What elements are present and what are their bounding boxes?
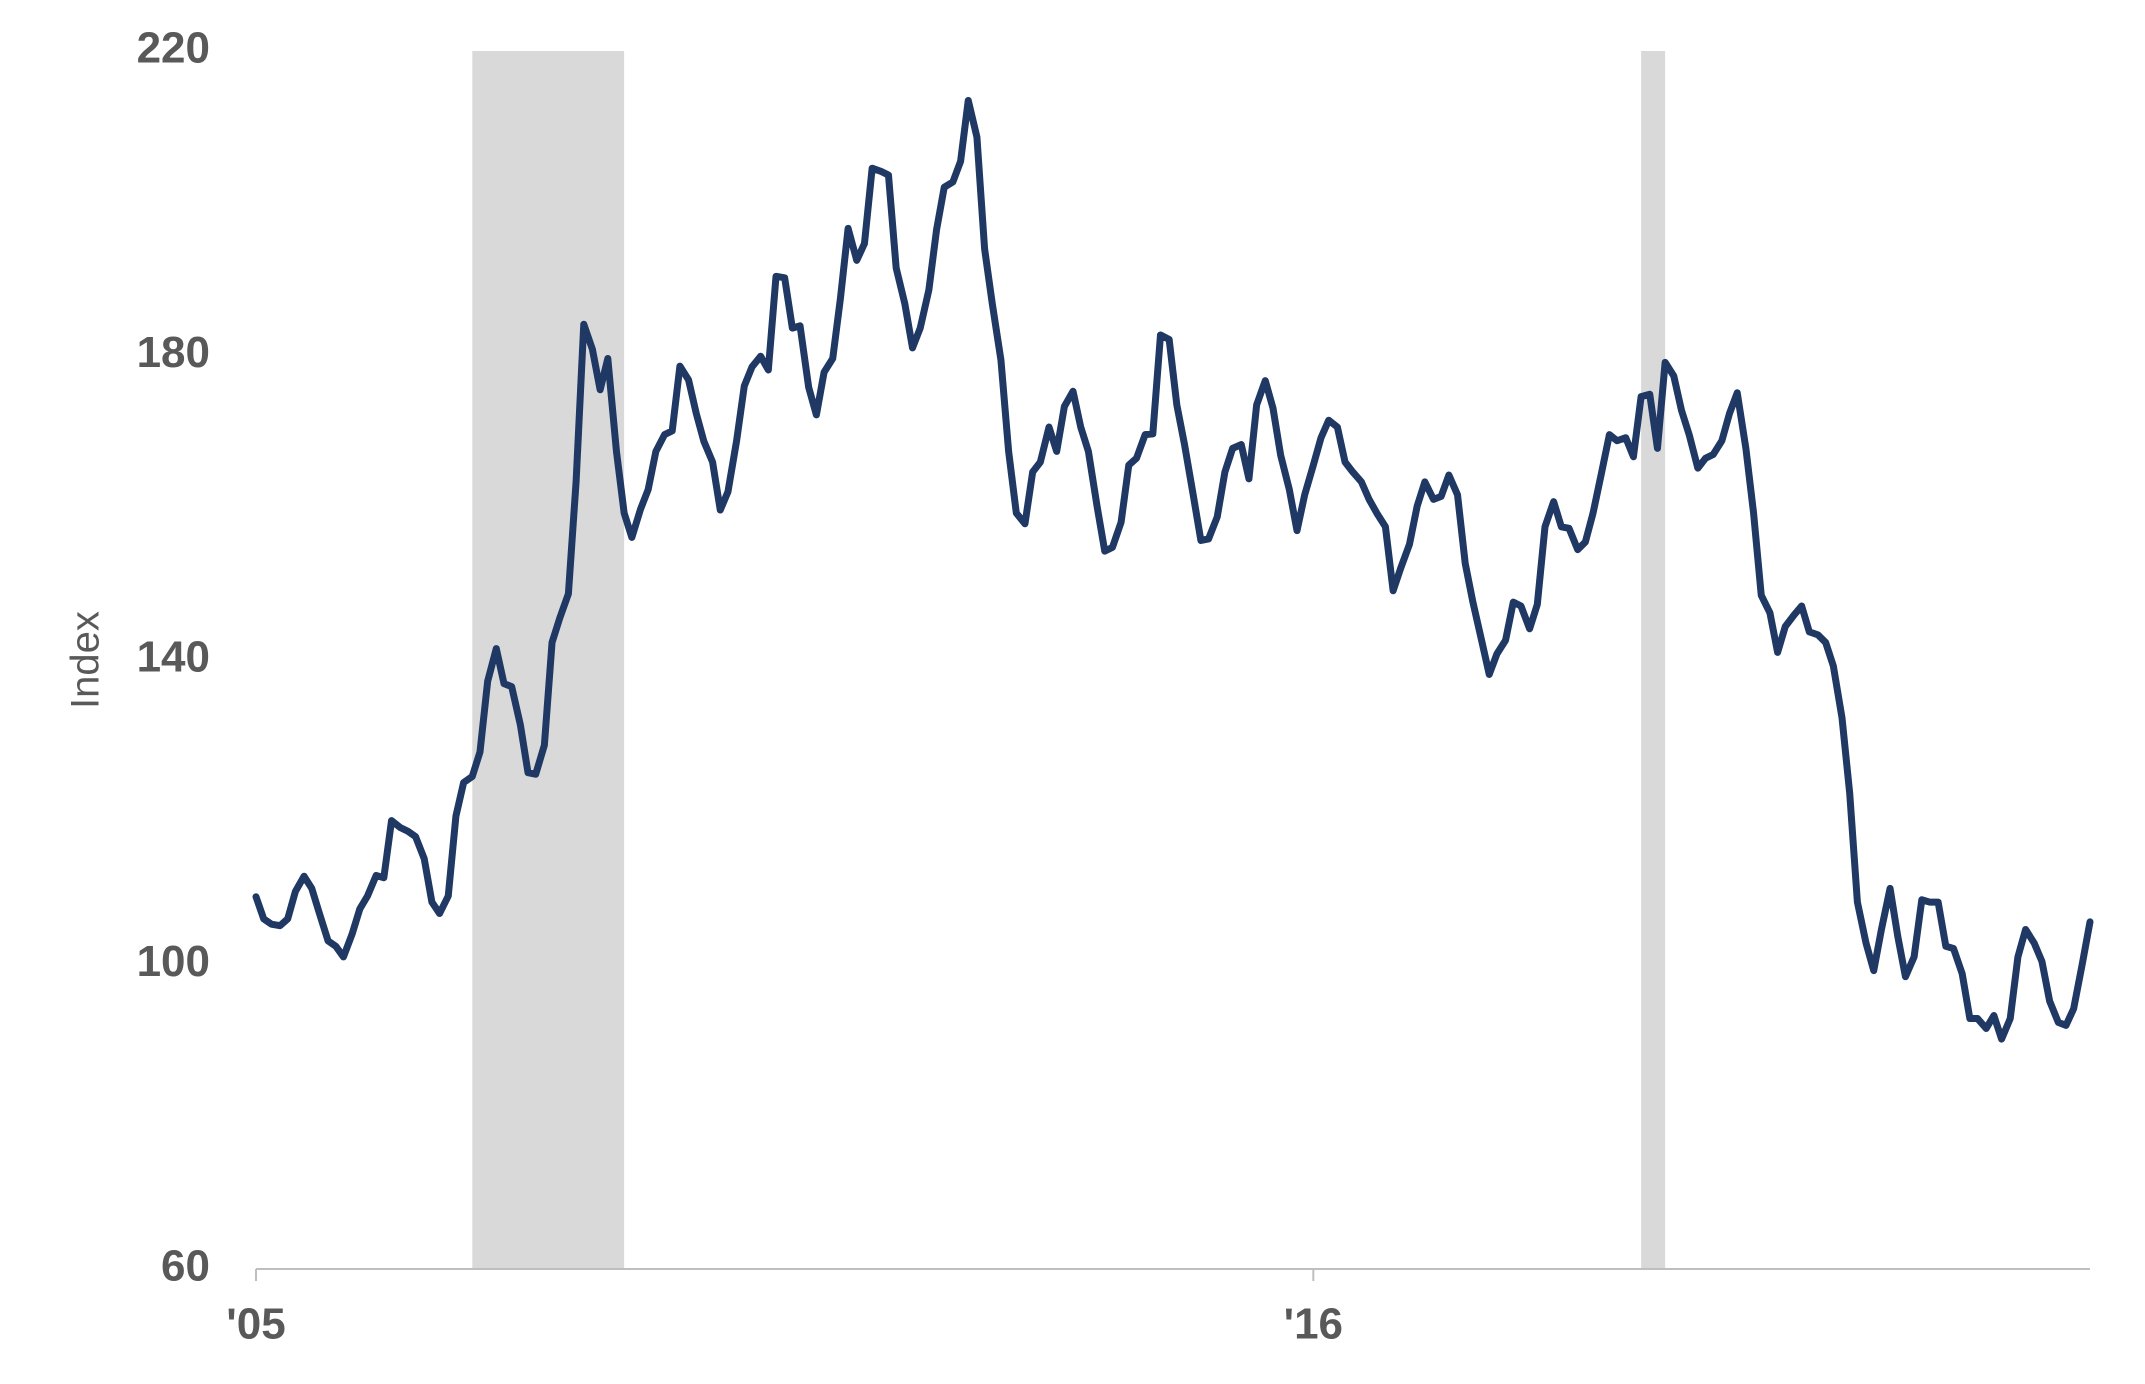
x-tick-label: '05 xyxy=(226,1300,285,1349)
y-tick-label: 100 xyxy=(137,937,210,986)
data-line xyxy=(252,96,2094,1043)
y-tick-label: 140 xyxy=(137,633,210,682)
y-tick-label: 180 xyxy=(137,328,210,377)
recession-shade xyxy=(1641,51,1666,1269)
x-tick-label: '16 xyxy=(1284,1300,1343,1349)
y-axis-label: Index xyxy=(64,611,108,709)
y-tick-label: 220 xyxy=(137,24,210,73)
y-tick-label: 60 xyxy=(161,1242,210,1291)
